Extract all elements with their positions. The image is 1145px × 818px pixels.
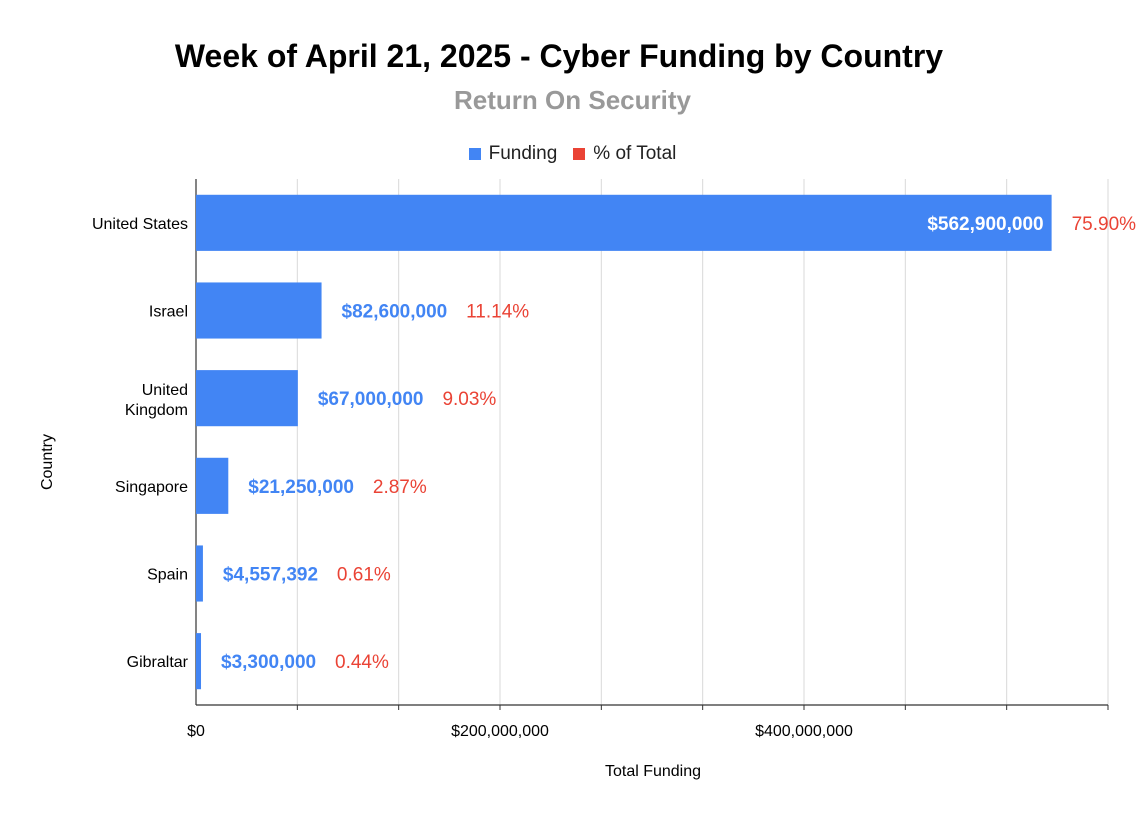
legend: Funding % of Total <box>0 143 1145 165</box>
funding-bar <box>196 545 203 602</box>
funding-bar <box>196 457 229 514</box>
category-labels: United States Israel United Kingdom Singapor… <box>92 216 189 671</box>
bars: $562,900,000 75.90% $82,600,000 11.14% $67,0… <box>196 194 1137 690</box>
category-label: United <box>142 382 188 399</box>
funding-bar <box>196 282 322 339</box>
legend-swatch-funding <box>468 148 481 160</box>
x-tick-label: $200,000,000 <box>451 723 549 740</box>
category-label: Kingdom <box>125 402 188 419</box>
percent-label: 2.87% <box>373 477 427 498</box>
x-axis-ticks: $0 $200,000,000 $400,000,000 <box>187 723 853 740</box>
legend-entry-percent: % of Total <box>573 143 676 165</box>
chart-subtitle: Return On Security <box>454 85 691 115</box>
legend-entry-funding: Funding <box>468 143 558 165</box>
x-tick-label: $400,000,000 <box>755 723 853 740</box>
funding-value-label: $67,000,000 <box>318 389 424 410</box>
legend-label-percent: % of Total <box>593 143 677 164</box>
funding-value-label: $21,250,000 <box>248 477 354 498</box>
chart-title: Week of April 21, 2025 - Cyber Funding b… <box>174 38 944 74</box>
category-label: Singapore <box>115 479 188 496</box>
percent-label: 0.61% <box>337 565 391 586</box>
legend-swatch-percent <box>573 148 586 160</box>
percent-label: 11.14% <box>466 302 529 323</box>
legend-label-funding: Funding <box>488 143 558 164</box>
category-label: Gibraltar <box>127 654 189 671</box>
funding-value-label: $82,600,000 <box>342 302 448 323</box>
x-tick-label: $0 <box>187 723 205 740</box>
percent-label: 0.44% <box>335 652 389 673</box>
y-axis-title: Country <box>39 434 56 490</box>
percent-label: 9.03% <box>442 389 496 410</box>
funding-bar <box>196 633 202 690</box>
category-label: Israel <box>149 304 188 321</box>
x-axis-title: Total Funding <box>605 763 701 780</box>
funding-value-label: $3,300,000 <box>221 652 316 673</box>
category-label: Spain <box>147 567 188 584</box>
gridlines <box>195 179 1109 710</box>
funding-bar <box>196 194 1052 251</box>
funding-bar <box>196 370 298 427</box>
percent-label: 75.90% <box>1072 214 1137 235</box>
category-label: United States <box>92 216 188 233</box>
funding-value-label: $4,557,392 <box>223 565 318 586</box>
funding-value-label: $562,900,000 <box>927 214 1043 235</box>
